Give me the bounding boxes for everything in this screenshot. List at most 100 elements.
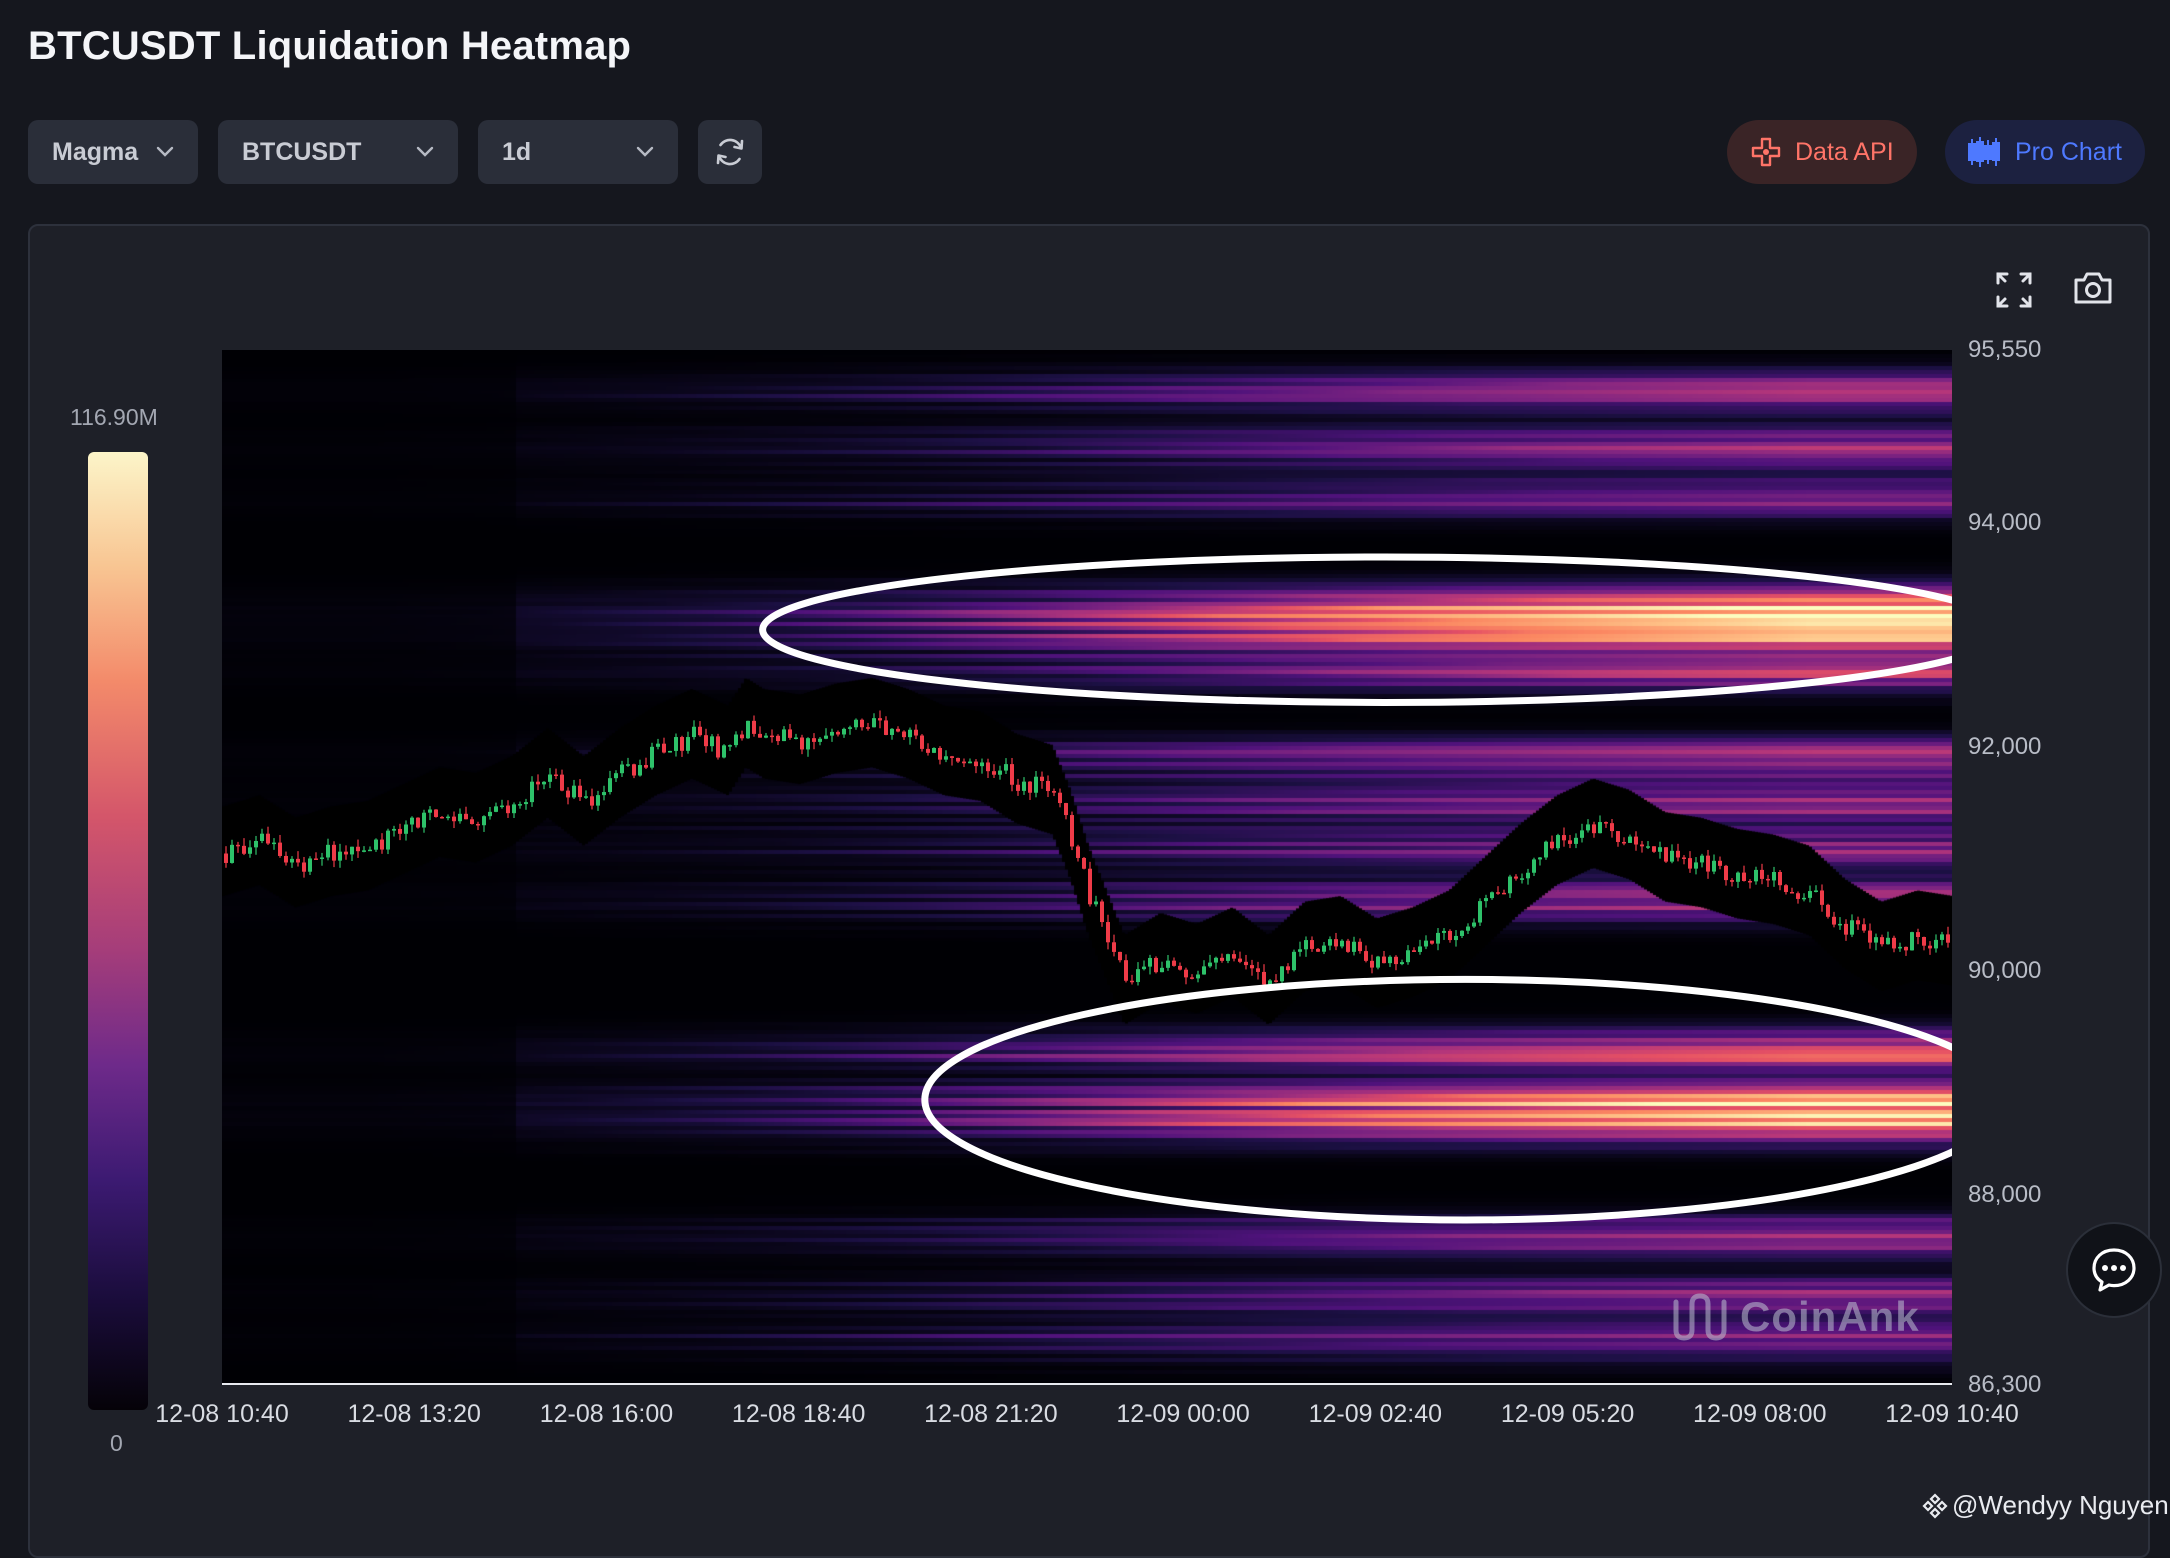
annotation-ellipse — [759, 553, 1952, 706]
candle-body — [1904, 946, 1908, 951]
candle-body — [1892, 937, 1896, 949]
candle-body — [1922, 937, 1926, 946]
colormap-select-value: Magma — [52, 137, 139, 166]
candle-body — [476, 823, 480, 826]
candle-body — [1784, 885, 1788, 893]
candle-body — [1016, 784, 1020, 791]
candle-body — [434, 809, 438, 817]
candle-body — [734, 734, 738, 746]
x-tick-label: 12-08 13:20 — [347, 1400, 481, 1428]
candle-body — [1574, 837, 1578, 844]
candle-body — [1448, 930, 1452, 941]
candle-body — [848, 727, 852, 729]
watermark-text: CoinAnk — [1740, 1293, 1920, 1340]
chevron-down-icon — [636, 146, 654, 157]
candle-body — [590, 796, 594, 806]
candle-body — [638, 765, 642, 776]
colorbar — [88, 452, 148, 1410]
candle-body — [1652, 846, 1656, 852]
candle-body — [1364, 951, 1368, 961]
candle-body — [1790, 892, 1794, 894]
candle-body — [752, 720, 756, 734]
candle-body — [524, 802, 528, 805]
candle-body — [1352, 941, 1356, 952]
candle-body — [1826, 904, 1830, 917]
candle-body — [1928, 945, 1932, 949]
candle-body — [302, 862, 306, 872]
candle-body — [1262, 971, 1266, 985]
candle-body — [458, 813, 462, 822]
candle-body — [818, 738, 822, 742]
candle-body — [632, 764, 636, 776]
candle-body — [1064, 803, 1068, 816]
pro-chart-button[interactable]: Pro Chart — [1945, 120, 2145, 184]
page-title: BTCUSDT Liquidation Heatmap — [28, 24, 632, 68]
candle-body — [1310, 940, 1314, 949]
interval-select[interactable]: 1d — [478, 120, 678, 184]
candle-body — [1544, 841, 1548, 858]
candle-body — [986, 762, 990, 772]
candle-body — [1538, 857, 1542, 860]
annotation-ellipse — [921, 975, 1952, 1224]
candle-body — [332, 844, 336, 861]
candle-body — [746, 720, 750, 739]
candle-body — [1898, 946, 1902, 949]
candle-body — [770, 735, 774, 738]
candle-body — [1298, 949, 1302, 952]
candle-body — [464, 813, 468, 820]
candle-body — [1280, 966, 1284, 982]
candle-body — [1562, 835, 1566, 841]
x-tick-label: 12-09 00:00 — [1116, 1400, 1250, 1428]
candle-body — [1850, 920, 1854, 935]
data-api-button[interactable]: Data API — [1727, 120, 1917, 184]
candle-body — [1388, 956, 1392, 964]
candle-body — [1286, 966, 1290, 971]
candle-body — [1442, 930, 1446, 933]
candle-body — [758, 733, 762, 738]
x-tick-label: 12-09 08:00 — [1693, 1400, 1827, 1428]
candle-body — [1340, 940, 1344, 947]
colormap-select[interactable]: Magma — [28, 120, 198, 184]
candle-body — [872, 718, 876, 728]
candle-body — [1598, 822, 1602, 834]
y-tick-label: 94,000 — [1968, 509, 2042, 537]
heatmap-overlay — [222, 553, 1952, 1385]
candle-body — [1058, 792, 1062, 804]
candle-body — [1550, 841, 1554, 849]
camera-icon[interactable] — [2072, 268, 2114, 308]
candle-body — [1712, 860, 1716, 872]
candle-body — [1184, 969, 1188, 978]
candle-body — [344, 851, 348, 855]
candle-body — [890, 728, 894, 735]
candle-body — [1094, 901, 1098, 905]
candle-body — [1622, 841, 1626, 844]
candle-body — [584, 796, 588, 798]
candle-body — [1778, 872, 1782, 886]
candle-body — [1724, 865, 1728, 881]
candle-body — [422, 812, 426, 828]
candle-body — [980, 762, 984, 767]
candle-body — [1616, 831, 1620, 842]
candle-body — [1730, 880, 1734, 882]
candle-body — [686, 737, 690, 751]
candle-body — [1220, 957, 1224, 961]
candle-body — [416, 817, 420, 828]
candle-body — [1508, 876, 1512, 894]
candle-body — [800, 737, 804, 750]
liquidation-heatmap[interactable]: CoinAnk — [222, 350, 1952, 1385]
binance-icon — [1922, 1492, 1948, 1519]
candle-body — [950, 756, 954, 758]
candle-body — [1580, 830, 1584, 838]
candle-body — [1256, 968, 1260, 972]
candle-body — [656, 743, 660, 747]
fullscreen-icon[interactable] — [1994, 270, 2034, 310]
candle-body — [1424, 940, 1428, 947]
candle-body — [482, 816, 486, 826]
symbol-select[interactable]: BTCUSDT — [218, 120, 458, 184]
chat-button[interactable] — [2066, 1222, 2162, 1318]
candle-body — [248, 847, 252, 854]
candle-body — [1046, 780, 1050, 792]
refresh-button[interactable] — [698, 120, 762, 184]
candle-body — [536, 781, 540, 785]
candle-body — [440, 816, 444, 819]
